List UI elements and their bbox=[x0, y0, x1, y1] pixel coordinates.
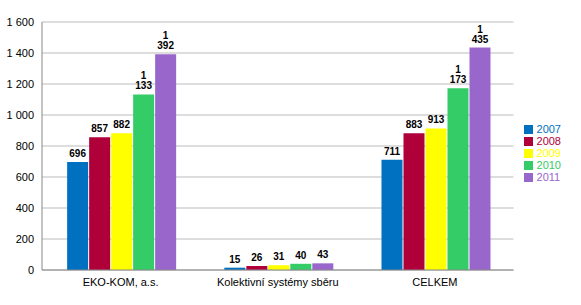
html-text:2011: 2011 bbox=[536, 170, 561, 183]
svg-text:1 600: 1 600 bbox=[8, 16, 34, 28]
svg-text:882: 882 bbox=[113, 119, 130, 130]
svg-text:1435: 1435 bbox=[472, 24, 489, 45]
svg-text:1173: 1173 bbox=[450, 64, 467, 85]
svg-text:1 200: 1 200 bbox=[8, 78, 34, 90]
svg-text:1 400: 1 400 bbox=[8, 47, 34, 59]
svg-text:400: 400 bbox=[16, 202, 34, 214]
svg-text:Kolektivní systémy sběru: Kolektivní systémy sběru bbox=[217, 276, 339, 288]
svg-text:857: 857 bbox=[91, 123, 108, 134]
svg-text:1 000: 1 000 bbox=[8, 109, 34, 121]
svg-text:26: 26 bbox=[251, 252, 263, 263]
svg-text:200: 200 bbox=[16, 233, 34, 245]
svg-text:31: 31 bbox=[273, 251, 285, 262]
svg-text:EKO-KOM, a.s.: EKO-KOM, a.s. bbox=[83, 276, 159, 288]
svg-text:913: 913 bbox=[428, 114, 445, 125]
svg-text:696: 696 bbox=[69, 148, 86, 159]
svg-text:43: 43 bbox=[317, 249, 329, 260]
svg-text:1133: 1133 bbox=[135, 70, 152, 91]
svg-text:0: 0 bbox=[28, 264, 34, 276]
html-text:2007: 2007 bbox=[536, 122, 561, 135]
html-text:2009: 2009 bbox=[536, 146, 561, 159]
svg-text:883: 883 bbox=[406, 119, 423, 130]
html-text:2008: 2008 bbox=[536, 134, 561, 147]
svg-text:15: 15 bbox=[229, 254, 241, 265]
svg-text:CELKEM: CELKEM bbox=[412, 276, 457, 288]
svg-text:711: 711 bbox=[384, 146, 401, 157]
svg-text:600: 600 bbox=[16, 171, 34, 183]
svg-text:800: 800 bbox=[16, 140, 34, 152]
svg-text:40: 40 bbox=[295, 250, 307, 261]
html-text:2010: 2010 bbox=[536, 158, 561, 171]
svg-text:1392: 1392 bbox=[157, 30, 174, 51]
